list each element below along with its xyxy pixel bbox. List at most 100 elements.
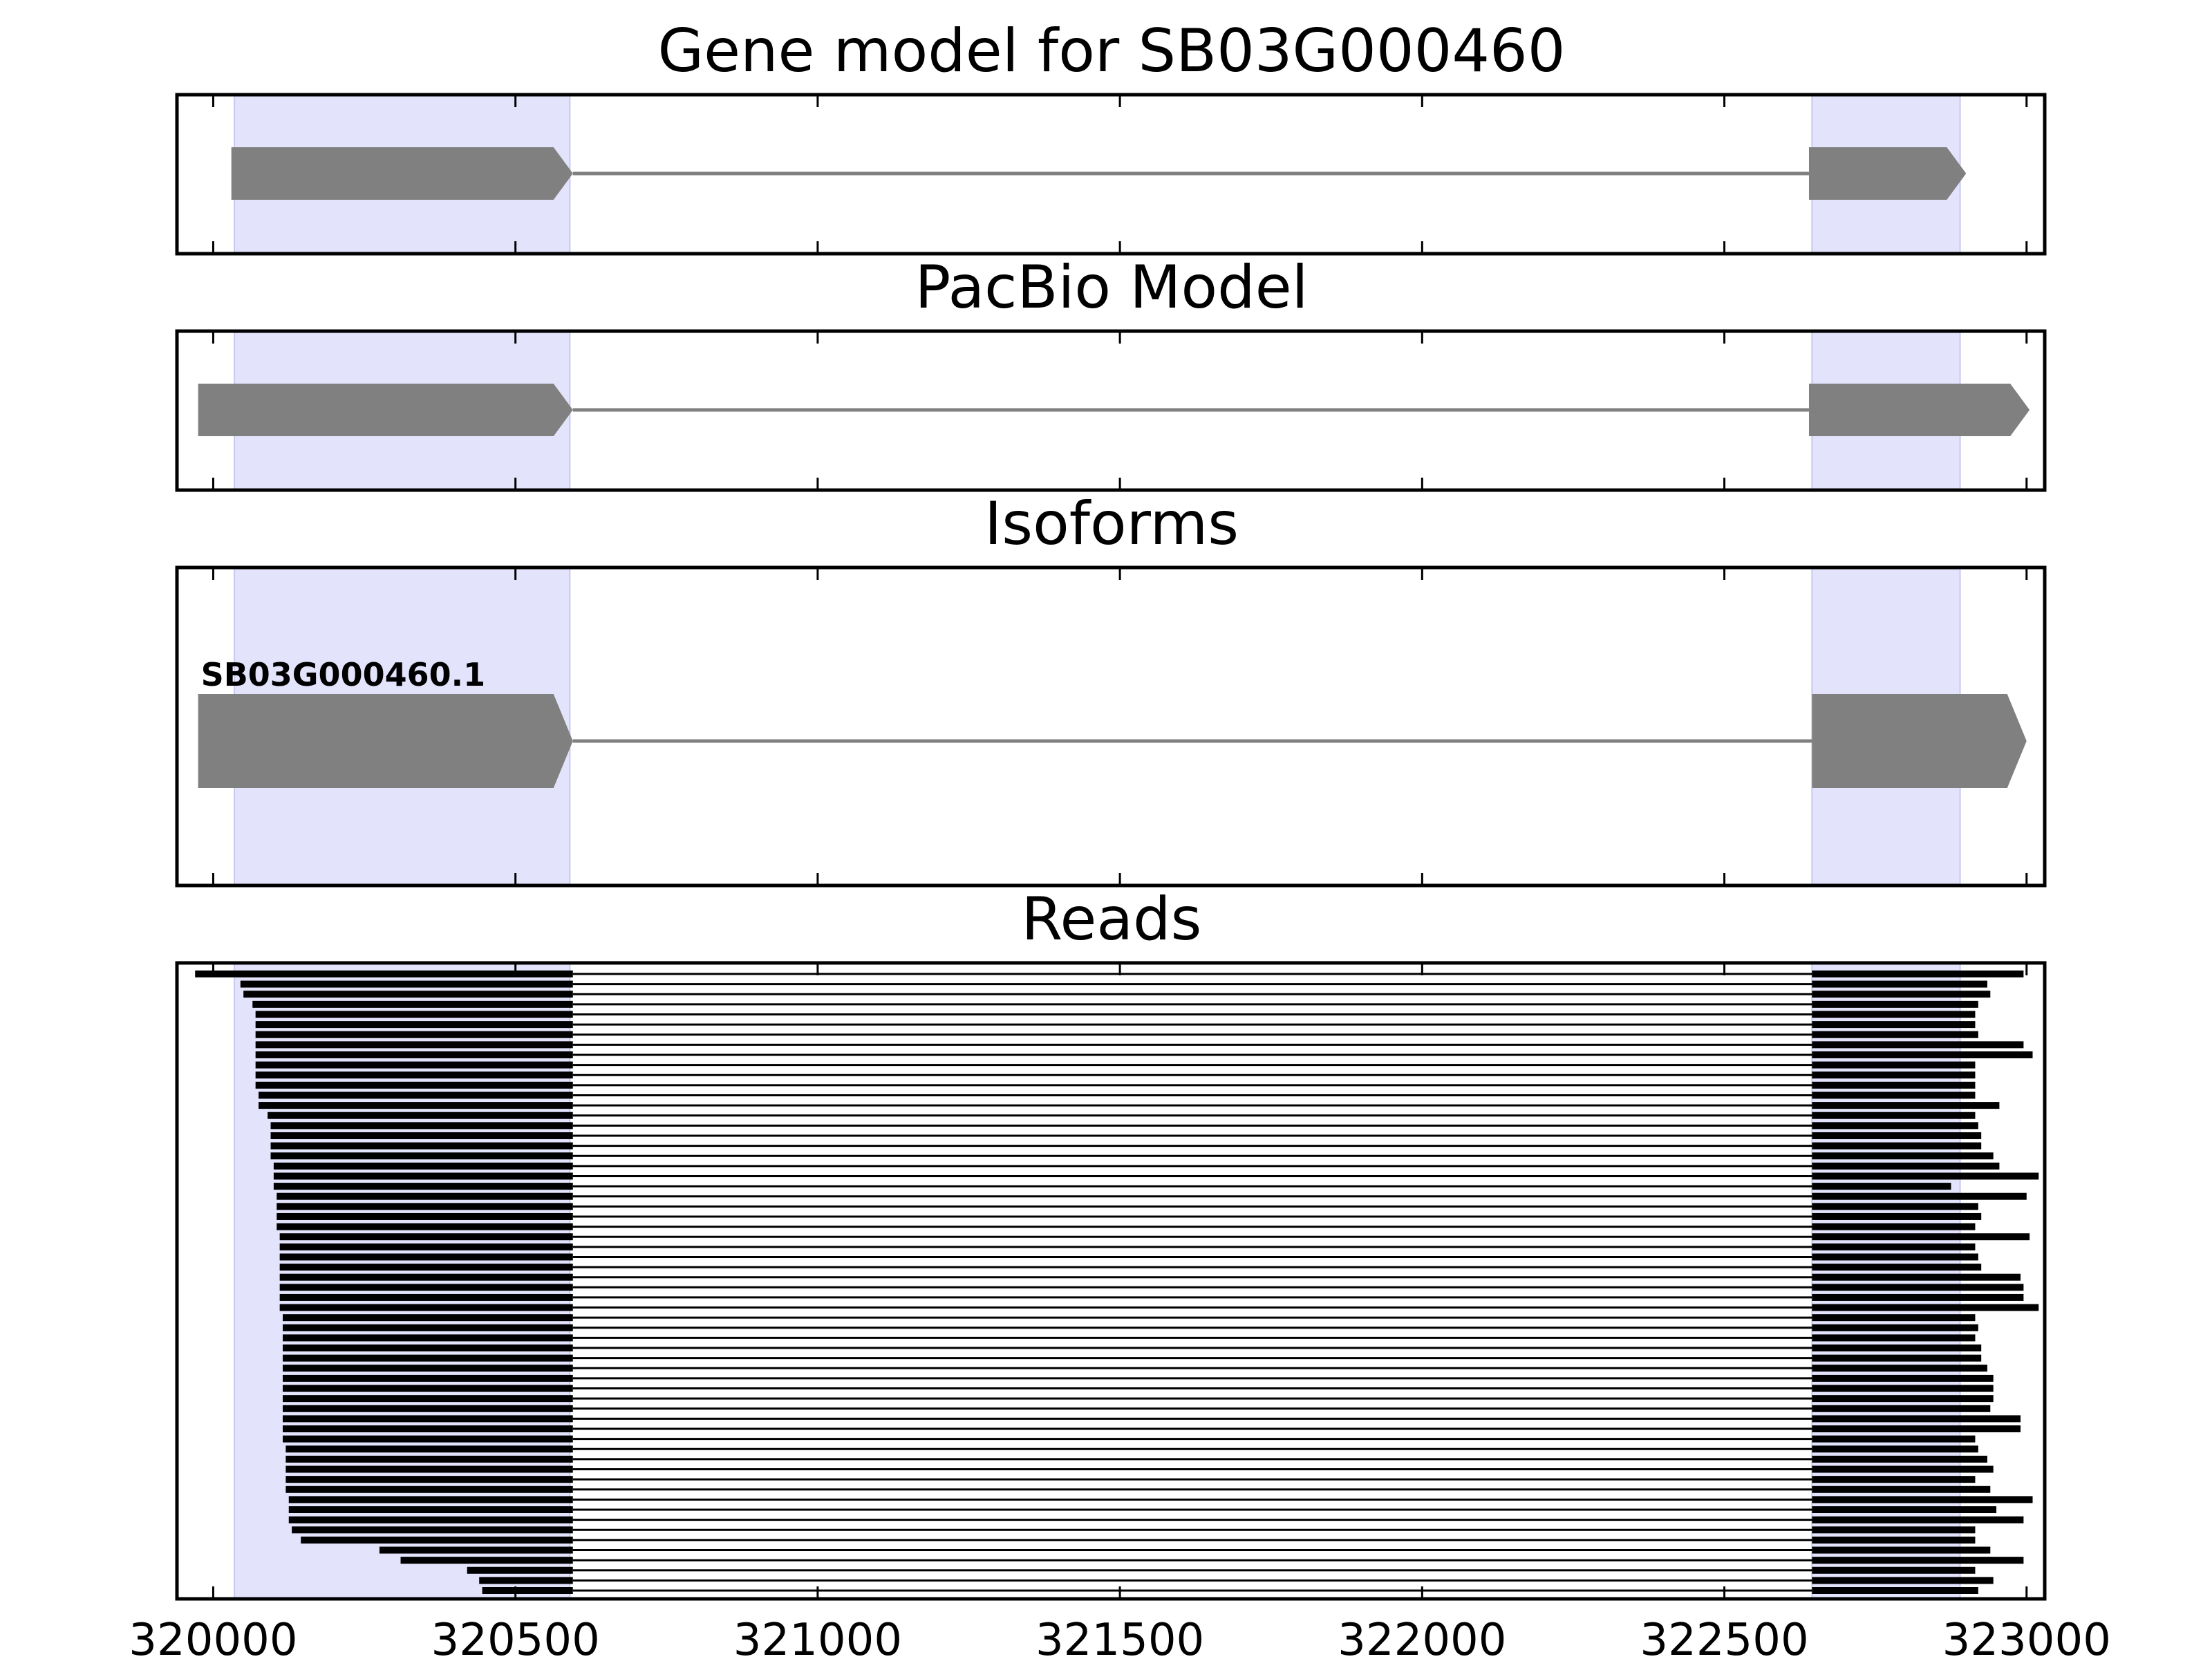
read-20-exon-2 (1812, 1162, 2000, 1170)
gene-model-frame (175, 93, 2047, 256)
read-21-exon-2 (1812, 1172, 2039, 1180)
read-41-exon-1 (283, 1374, 573, 1382)
read-41-exon-2 (1812, 1374, 1994, 1382)
read-6 (255, 1021, 1976, 1029)
read-43-exon-1 (283, 1395, 573, 1403)
reads-exon-shading-2 (1811, 962, 1961, 1600)
pacbio-model-frame (175, 329, 2047, 492)
read-23 (276, 1192, 2027, 1200)
read-51-exon-2 (1812, 1476, 1976, 1483)
read-8 (255, 1041, 2024, 1049)
read-39 (283, 1354, 1982, 1362)
read-4-exon-2 (1812, 1000, 1978, 1008)
read-26 (276, 1223, 1976, 1230)
read-55-exon-1 (288, 1516, 573, 1524)
read-6-exon-2 (1812, 1021, 1976, 1029)
read-53-exon-2 (1812, 1496, 2033, 1503)
read-13 (259, 1091, 1976, 1099)
read-20 (273, 1162, 2000, 1170)
read-42-exon-2 (1812, 1385, 1994, 1392)
read-34-exon-2 (1812, 1304, 2039, 1311)
isoform-1-exon-2 (1812, 694, 2027, 788)
read-33 (279, 1293, 2024, 1301)
read-35-exon-2 (1812, 1314, 1976, 1322)
read-1-exon-2 (1812, 971, 2024, 977)
read-7 (255, 1031, 1978, 1038)
read-42 (283, 1385, 1994, 1392)
read-18 (270, 1142, 1982, 1150)
read-16-exon-1 (270, 1122, 573, 1130)
read-52-exon-1 (285, 1485, 573, 1493)
read-24 (276, 1203, 1978, 1210)
read-59 (400, 1557, 2024, 1564)
read-14-exon-2 (1812, 1102, 2000, 1109)
read-60-exon-2 (1812, 1566, 1976, 1574)
read-37 (283, 1334, 1976, 1342)
read-34 (279, 1304, 2039, 1311)
read-12 (255, 1081, 1976, 1089)
read-38-exon-1 (283, 1344, 573, 1352)
read-36 (283, 1324, 1978, 1331)
read-12-exon-2 (1812, 1081, 1976, 1089)
read-17-exon-2 (1812, 1132, 1982, 1139)
read-46-exon-2 (1812, 1425, 2021, 1433)
read-21 (273, 1172, 2039, 1180)
read-62-exon-2 (1812, 1587, 1978, 1594)
read-1 (195, 971, 2024, 977)
read-52 (285, 1485, 1991, 1493)
read-51-exon-1 (285, 1476, 573, 1483)
read-27-exon-1 (279, 1233, 573, 1241)
read-8-exon-2 (1812, 1041, 2024, 1049)
x-tick-label-5: 322000 (1338, 1615, 1506, 1659)
read-56 (292, 1526, 1976, 1534)
isoform-1-frame (175, 565, 2047, 888)
read-2-exon-2 (1812, 980, 1987, 988)
reads-title: Reads (1022, 885, 1202, 954)
read-9 (255, 1051, 2033, 1058)
read-59-exon-2 (1812, 1557, 2024, 1564)
read-47-exon-2 (1812, 1435, 1976, 1443)
read-32-exon-1 (279, 1284, 573, 1291)
read-50-exon-2 (1812, 1465, 1994, 1473)
read-57-exon-2 (1812, 1536, 1976, 1544)
read-22 (273, 1183, 1951, 1190)
read-51 (285, 1476, 1976, 1483)
read-58-exon-1 (379, 1546, 573, 1554)
read-32 (279, 1284, 2024, 1291)
read-49-exon-2 (1812, 1455, 1987, 1463)
read-7-exon-1 (255, 1031, 573, 1038)
read-44-exon-2 (1812, 1405, 1991, 1412)
read-7-exon-2 (1812, 1031, 1978, 1038)
read-45-exon-2 (1812, 1415, 2021, 1423)
read-50-exon-1 (285, 1465, 573, 1473)
read-47 (283, 1435, 1976, 1443)
read-46 (283, 1425, 2021, 1433)
read-15-exon-1 (268, 1112, 573, 1119)
x-tick-label-7: 323000 (1942, 1615, 2111, 1659)
reads-panel (175, 961, 2047, 1601)
read-57 (301, 1536, 1976, 1544)
read-60 (467, 1566, 1976, 1574)
read-9-exon-1 (255, 1051, 573, 1058)
read-41 (283, 1374, 1994, 1382)
read-40-exon-2 (1812, 1365, 1987, 1372)
read-49-exon-1 (285, 1455, 573, 1463)
read-59-exon-1 (400, 1557, 573, 1564)
read-28 (279, 1243, 1976, 1250)
read-58 (379, 1546, 1991, 1554)
read-21-exon-1 (273, 1172, 573, 1180)
read-23-exon-1 (276, 1192, 573, 1200)
read-4 (252, 1000, 1978, 1008)
read-44-exon-1 (283, 1405, 573, 1412)
read-19 (270, 1152, 1994, 1160)
read-18-exon-1 (270, 1142, 573, 1150)
read-39-exon-1 (283, 1354, 573, 1362)
read-15 (268, 1112, 1976, 1119)
read-30-exon-1 (279, 1264, 573, 1271)
read-9-exon-2 (1812, 1051, 2033, 1058)
read-62-exon-1 (482, 1587, 573, 1594)
read-17-exon-1 (270, 1132, 573, 1139)
x-axis: 320000 320500 321000 321500 322000 322500 3230… (129, 1615, 2111, 1659)
read-11 (255, 1071, 1976, 1079)
